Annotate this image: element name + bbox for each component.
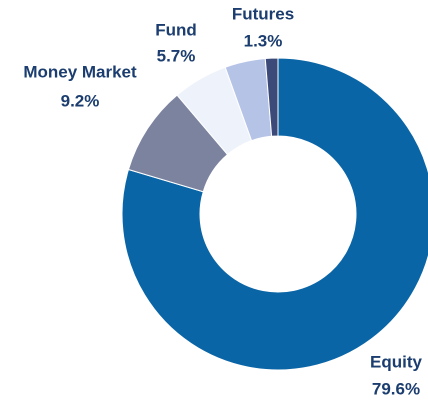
slice — [264, 57, 279, 137]
slice-label: Money Market — [23, 62, 137, 81]
slice — [121, 57, 428, 371]
value-label: 79.6% — [372, 379, 420, 398]
slice-label: Futures — [232, 4, 294, 23]
slice-label: Fund — [155, 20, 197, 39]
slice-label: Equity — [370, 352, 422, 371]
value-label: 1.3% — [244, 31, 283, 50]
value-label: 9.2% — [61, 91, 100, 110]
value-label: 5.7% — [157, 46, 196, 65]
